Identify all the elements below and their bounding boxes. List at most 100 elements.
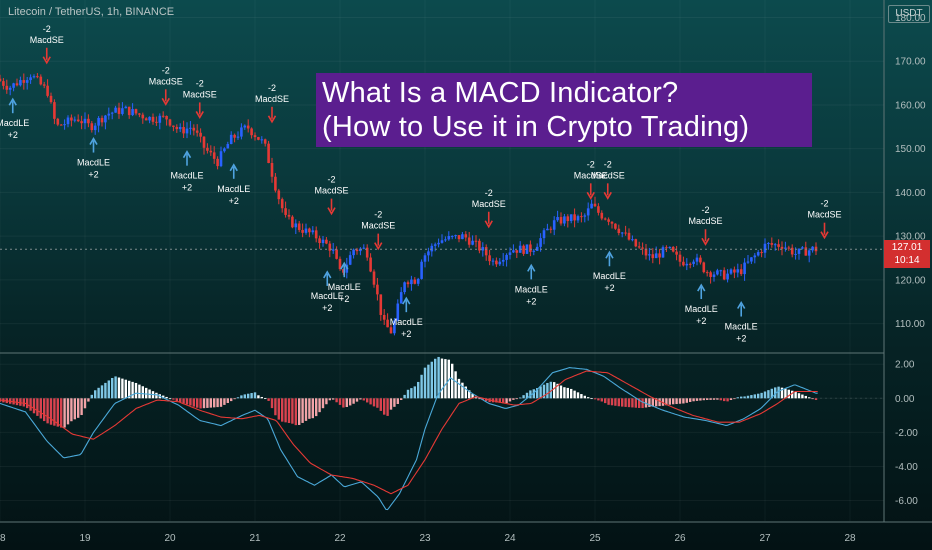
histogram-bar-negative	[267, 398, 270, 401]
price-tick-label: 140.00	[895, 188, 926, 199]
bear-candle	[195, 130, 199, 133]
histogram-bar-positive	[107, 380, 110, 399]
histogram-bar-negative	[661, 398, 665, 406]
bear-candle	[87, 118, 90, 124]
histogram-bar-negative	[621, 398, 624, 407]
histogram-bar-negative	[593, 398, 597, 400]
bear-candle	[515, 250, 519, 253]
bull-candle	[148, 116, 151, 121]
bull-candle	[454, 235, 457, 237]
bear-candle	[56, 118, 60, 125]
histogram-bar-negative	[597, 398, 600, 401]
histogram-bar-negative	[716, 398, 719, 400]
histogram-bar-negative	[695, 398, 699, 401]
histogram-bar-negative	[287, 398, 291, 424]
histogram-bar-positive	[155, 392, 158, 399]
bull-candle	[260, 139, 264, 141]
histogram-bar-negative	[379, 398, 382, 411]
bear-candle	[699, 257, 702, 263]
long-signal-qty: +2	[604, 283, 614, 293]
histogram-bar-negative	[702, 398, 705, 401]
histogram-bar-negative	[185, 398, 189, 405]
histogram-bar-positive	[131, 381, 134, 399]
histogram-bar-negative	[699, 398, 702, 401]
short-arrowhead-icon	[586, 191, 595, 200]
histogram-bar-negative	[56, 398, 59, 427]
histogram-bar-negative	[400, 398, 403, 401]
histogram-bar-positive	[784, 388, 787, 399]
bull-candle	[631, 239, 634, 241]
histogram-bar-negative	[39, 398, 42, 419]
bull-candle	[97, 117, 100, 126]
histogram-bar-negative	[189, 398, 192, 406]
long-arrowhead-icon	[89, 136, 98, 145]
short-arrowhead-icon	[701, 237, 710, 246]
histogram-bar-negative	[814, 398, 818, 401]
bear-candle	[610, 221, 614, 224]
histogram-bar-negative	[723, 398, 726, 402]
bull-candle	[104, 115, 107, 123]
bull-candle	[178, 126, 182, 130]
bear-candle	[787, 247, 791, 249]
bar-countdown: 10:14	[894, 255, 920, 266]
bull-candle	[794, 253, 797, 255]
bear-candle	[603, 218, 607, 220]
bear-candle	[671, 246, 675, 252]
histogram-bar-negative	[73, 398, 76, 420]
long-signal-label: MacdLE	[328, 282, 361, 292]
short-arrowhead-icon	[603, 191, 612, 200]
histogram-bar-negative	[43, 398, 46, 422]
histogram-bar-negative	[70, 398, 73, 422]
short-arrowhead-icon	[820, 231, 829, 240]
long-arrowhead-icon	[527, 263, 536, 272]
bear-candle	[372, 271, 376, 285]
histogram-bar-positive	[417, 381, 420, 399]
bear-candle	[141, 114, 145, 119]
histogram-bar-positive	[750, 395, 753, 399]
bear-candle	[117, 107, 121, 114]
histogram-bar-negative	[678, 398, 682, 404]
currency-badge[interactable]: USDT	[888, 5, 930, 23]
bear-candle	[369, 257, 372, 272]
histogram-bar-negative	[328, 398, 331, 401]
bear-candle	[338, 258, 342, 270]
histogram-bar-negative	[223, 398, 226, 405]
histogram-bar-negative	[301, 398, 304, 423]
histogram-bar-negative	[277, 398, 280, 420]
long-signal-qty: +2	[736, 334, 746, 344]
histogram-bar-negative	[332, 398, 335, 400]
histogram-bar-negative	[393, 398, 396, 407]
histogram-bar-negative	[175, 398, 178, 402]
bear-candle	[134, 109, 138, 114]
histogram-bar-positive	[587, 397, 590, 399]
histogram-bar-negative	[505, 398, 508, 404]
bear-candle	[651, 254, 655, 259]
bear-candle	[314, 230, 318, 239]
bear-candle	[206, 147, 209, 151]
long-signal-qty: +2	[229, 196, 239, 206]
histogram-bar-positive	[559, 385, 563, 399]
symbol-header[interactable]: Litecoin / TetherUS, 1h, BINANCE	[8, 6, 175, 18]
histogram-bar-negative	[376, 398, 379, 408]
histogram-bar-negative	[60, 398, 63, 428]
short-signal-qty: -2	[268, 83, 276, 93]
bull-candle	[158, 115, 162, 123]
time-tick-label: 20	[164, 533, 176, 544]
bull-candle	[648, 254, 651, 256]
bull-candle	[746, 261, 750, 263]
histogram-bar-positive	[743, 396, 746, 399]
bull-candle	[348, 255, 352, 265]
bear-candle	[90, 123, 94, 131]
bull-candle	[461, 234, 464, 240]
histogram-bar-negative	[631, 398, 634, 408]
macd-line	[0, 367, 818, 511]
long-arrowhead-icon	[340, 261, 349, 270]
histogram-bar-negative	[627, 398, 631, 408]
histogram-bar-negative	[733, 398, 736, 400]
histogram-bar-negative	[685, 398, 688, 403]
histogram-bar-positive	[420, 374, 423, 399]
bull-candle	[556, 217, 559, 221]
histogram-bar-positive	[114, 376, 117, 399]
histogram-bar-positive	[471, 394, 474, 399]
